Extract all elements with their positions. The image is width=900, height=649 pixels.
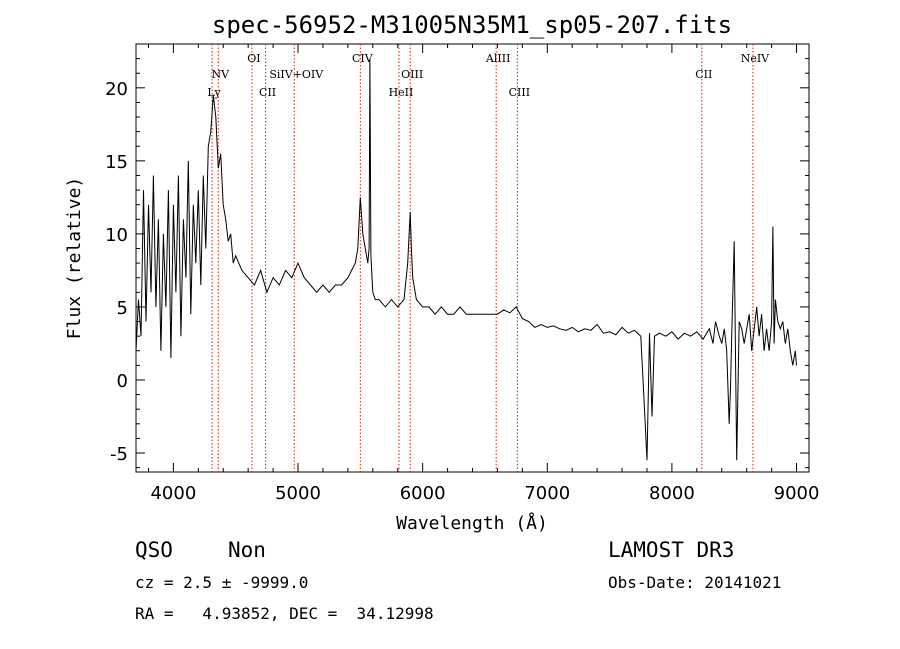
y-tick-label: 0 xyxy=(117,371,128,392)
object-class: QSO xyxy=(135,538,173,562)
x-tick-label: 7000 xyxy=(524,483,570,504)
survey-name: LAMOST DR3 xyxy=(608,538,735,562)
y-tick-label: 5 xyxy=(117,298,128,319)
coordinates: RA = 4.93852, DEC = 34.12998 xyxy=(135,604,434,623)
x-tick-label: 6000 xyxy=(400,483,446,504)
line-marker-label: CIII xyxy=(509,86,530,99)
x-tick-label: 4000 xyxy=(150,483,196,504)
line-marker-label: NV xyxy=(211,68,230,81)
line-marker-label: CII xyxy=(695,68,712,81)
x-tick-label: 9000 xyxy=(774,483,820,504)
y-axis-label: Flux (relative) xyxy=(64,177,85,340)
y-tick-label: 15 xyxy=(105,152,128,173)
spectrum-line xyxy=(135,58,797,461)
axis-ticks: 4000 5000 6000 7000 8000 9000 -5 0 5 10 15 20 xyxy=(105,44,819,504)
chart-title: spec-56952-M31005N35M1_sp05-207.fits xyxy=(212,11,732,39)
y-tick-label: 20 xyxy=(105,79,128,100)
line-marker-label: Ly xyxy=(207,86,221,99)
object-subclass: Non xyxy=(228,538,266,562)
line-marker-label: CII xyxy=(259,86,276,99)
line-marker-label: OIII xyxy=(401,68,423,81)
line-marker-label: CIV xyxy=(352,52,374,65)
line-marker-label: AlIII xyxy=(485,52,511,65)
x-tick-label: 5000 xyxy=(275,483,321,504)
line-marker-label: HeII xyxy=(389,86,414,99)
line-marker-label: NeIV xyxy=(741,52,770,65)
redshift-readout: cz = 2.5 ± -9999.0 xyxy=(135,573,309,592)
x-tick-label: 8000 xyxy=(649,483,695,504)
line-marker-label: SiIV+OIV xyxy=(269,68,324,81)
x-axis-label: Wavelength (Å) xyxy=(396,512,548,534)
y-tick-label: 10 xyxy=(105,225,128,246)
y-tick-label: -5 xyxy=(110,444,128,465)
emission-line-markers: Ly NV OI CII SiIV+OIV CIV HeII OIII AlIII CIII CII… xyxy=(207,44,770,472)
line-marker-label: OI xyxy=(247,52,260,65)
obs-date: Obs-Date: 20141021 xyxy=(608,573,782,592)
